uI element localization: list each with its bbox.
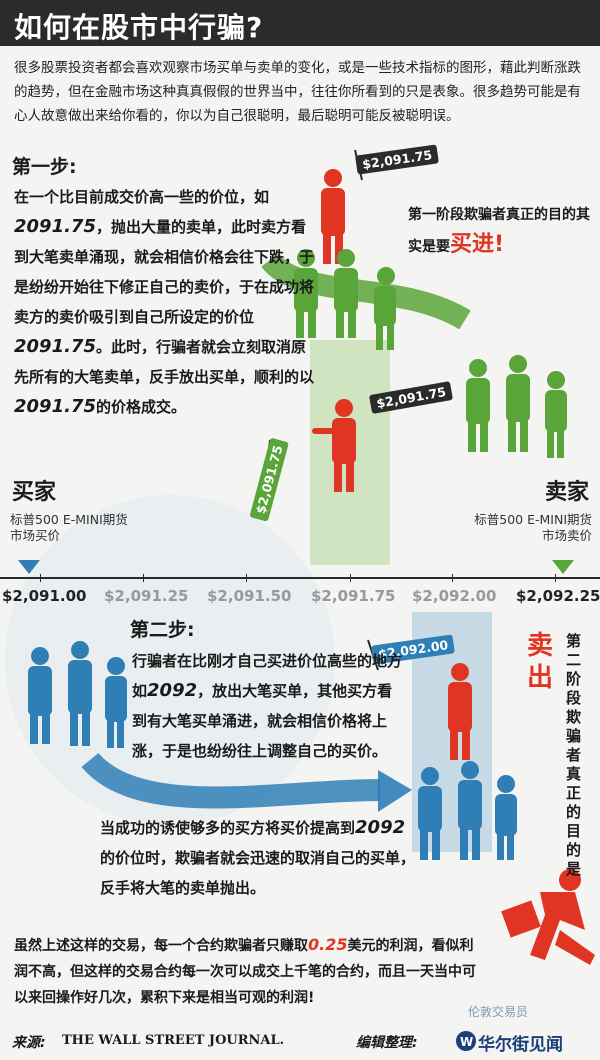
seller-title: 卖家	[545, 480, 590, 505]
blue-arrow	[81, 752, 381, 809]
running-figure	[501, 869, 595, 965]
red-figure-step2	[448, 663, 472, 760]
buyer-title: 买家	[12, 480, 57, 505]
price-label: $2,091.75	[311, 587, 396, 605]
wechat-watermark: 伦敦交易员	[468, 1005, 529, 1019]
price-label: $2,091.50	[207, 587, 292, 605]
buyer-subtitle: 标普500 E-MINI期货 市场买价	[10, 512, 128, 543]
axis-tick	[555, 574, 556, 582]
seller-marker	[552, 560, 574, 574]
price-label: $2,091.00	[2, 587, 87, 605]
axis-tick	[350, 574, 351, 582]
price-label: $2,092.00	[412, 587, 497, 605]
source-name: THE WALL STREET JOURNAL.	[62, 1033, 285, 1048]
svg-text:W: W	[460, 1035, 473, 1049]
step1-heading: 第一步:	[12, 156, 77, 178]
stage2-goal: 第二阶段欺骗者真正的目的是	[566, 632, 582, 878]
blue-figures-right	[418, 761, 517, 860]
green-figures-top	[294, 249, 396, 350]
brand-logo-icon: W	[456, 1031, 476, 1051]
green-figures-right	[466, 355, 567, 458]
step2-heading: 第二步:	[130, 619, 195, 641]
step2-text-continued: 当成功的诱使够多的买方将买价提高到2092的价位时，欺骗者就会迅速的取消自己的买…	[100, 817, 416, 897]
blue-arrow-head	[378, 770, 412, 812]
stage1-goal: 第一阶段欺骗者真正的目的其实是要买进!	[408, 207, 590, 257]
red-figure-middle	[312, 399, 356, 492]
page-title: 如何在股市中行骗?	[14, 11, 264, 44]
brand-name: 华尔街见闻	[478, 1035, 563, 1055]
red-figure-top	[321, 169, 345, 264]
price-label: $2,091.25	[104, 587, 189, 605]
axis-tick	[452, 574, 453, 582]
blue-figures-left	[28, 641, 127, 748]
step2-text: 行骗者在比刚才自己买进价位高些的地方如2092，放出大笔买单，其他买方看到有大笔…	[132, 652, 403, 760]
axis-tick	[40, 574, 41, 582]
axis-tick	[246, 574, 247, 582]
summary-text: 虽然上述这样的交易，每一个合约欺骗者只赚取0.25美元的利润，看似利润不高，但这…	[14, 935, 476, 1006]
sell-label: 卖出	[527, 631, 554, 693]
step1-text: 在一个比目前成交价高一些的价位，如2091.75，抛出大量的卖单，此时卖方看到大…	[14, 188, 315, 417]
editor-label: 编辑整理:	[356, 1035, 418, 1051]
price-label: $2,092.25	[516, 587, 600, 605]
price-axis	[0, 577, 600, 579]
axis-tick	[143, 574, 144, 582]
intro-paragraph: 很多股票投资者都会喜欢观察市场买单与卖单的变化，或是一些技术指标的图形，藉此判断…	[14, 60, 581, 124]
source-label: 来源:	[12, 1035, 46, 1051]
title-bar	[0, 0, 600, 46]
seller-subtitle: 标普500 E-MINI期货 市场卖价	[474, 512, 592, 543]
buyer-marker	[18, 560, 40, 574]
